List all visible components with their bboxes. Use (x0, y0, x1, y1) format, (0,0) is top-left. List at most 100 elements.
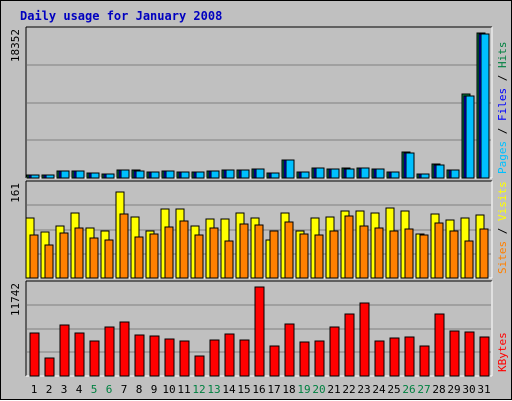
day-label-13: 13 (207, 383, 220, 396)
y-max-label-hits: 18352 (9, 29, 22, 62)
bar-kbytes-day-15 (239, 339, 250, 377)
bar-kbytes-day-6 (104, 326, 115, 377)
bar-pages-day-8 (135, 170, 145, 179)
bar-pages-day-10 (165, 170, 175, 179)
day-label-22: 22 (342, 383, 355, 396)
bar-kbytes-day-24 (374, 340, 385, 377)
bar-sites-day-31 (479, 228, 489, 279)
bar-sites-day-12 (194, 234, 204, 279)
day-label-30: 30 (462, 383, 475, 396)
day-label-4: 4 (76, 383, 83, 396)
bar-pages-day-9 (150, 171, 160, 179)
bar-kbytes-day-14 (224, 333, 235, 377)
chart-panels: 18352 Pages / Files / Hits 161 Sites / Visi… (9, 26, 509, 377)
bar-kbytes-day-16 (254, 286, 265, 377)
bar-sites-day-25 (389, 230, 399, 279)
day-label-1: 1 (31, 383, 38, 396)
bar-sites-day-7 (119, 213, 129, 279)
y-max-label-kbytes: 11742 (9, 283, 22, 316)
bar-kbytes-day-27 (419, 345, 430, 377)
bar-pages-day-7 (120, 169, 130, 179)
day-label-11: 11 (177, 383, 190, 396)
bar-kbytes-day-9 (149, 335, 160, 377)
day-label-31: 31 (477, 383, 490, 396)
bar-sites-day-18 (284, 221, 294, 279)
bar-sites-day-22 (344, 215, 354, 279)
day-label-25: 25 (387, 383, 400, 396)
bar-pages-day-12 (195, 171, 205, 179)
bar-sites-day-28 (434, 222, 444, 279)
bar-kbytes-day-18 (284, 323, 295, 377)
panel-kbytes: 11742 KBytes (9, 280, 509, 377)
bar-kbytes-day-5 (89, 340, 100, 377)
bar-sites-day-3 (59, 232, 69, 279)
bar-sites-day-13 (209, 227, 219, 279)
day-label-17: 17 (267, 383, 280, 396)
bar-sites-day-21 (329, 230, 339, 279)
day-label-29: 29 (447, 383, 460, 396)
day-label-14: 14 (222, 383, 236, 396)
bar-pages-day-13 (210, 170, 220, 179)
bar-kbytes-day-4 (74, 332, 85, 377)
legend-item: / (496, 121, 509, 141)
bar-sites-day-2 (44, 244, 54, 279)
bar-sites-day-9 (149, 233, 159, 279)
bar-kbytes-day-28 (434, 313, 445, 377)
day-label-21: 21 (327, 383, 340, 396)
bar-pages-day-16 (255, 168, 265, 179)
bar-sites-day-1 (29, 234, 39, 279)
bar-pages-day-21 (330, 168, 340, 179)
bar-sites-day-26 (404, 228, 414, 279)
bar-kbytes-day-23 (359, 302, 370, 377)
bar-pages-day-30 (465, 95, 475, 179)
legend-hits: Pages / Files / Hits (496, 42, 509, 175)
chart-title: Daily usage for January 2008 (20, 9, 222, 23)
legend-item: Visits (496, 181, 509, 221)
bar-sites-day-10 (164, 226, 174, 279)
bar-sites-day-14 (224, 240, 234, 279)
bar-sites-day-29 (449, 230, 459, 279)
bar-kbytes-day-26 (404, 336, 415, 377)
bar-kbytes-day-30 (464, 331, 475, 377)
bar-pages-day-2 (45, 174, 55, 179)
panel-sites: 161 Sites / Visits (9, 180, 509, 279)
day-label-28: 28 (432, 383, 445, 396)
day-label-19: 19 (297, 383, 310, 396)
bar-sites-day-6 (104, 239, 114, 279)
bar-pages-day-3 (60, 170, 70, 179)
bar-pages-day-29 (450, 169, 460, 179)
bar-sites-day-17 (269, 230, 279, 279)
bar-sites-day-24 (374, 227, 384, 279)
day-label-10: 10 (162, 383, 175, 396)
bar-pages-day-26 (405, 152, 415, 179)
bar-kbytes-day-7 (119, 321, 130, 377)
bar-kbytes-day-29 (449, 330, 460, 377)
bar-pages-day-20 (315, 167, 325, 179)
bar-kbytes-day-17 (269, 345, 280, 377)
bar-pages-day-11 (180, 171, 190, 179)
bar-pages-day-25 (390, 171, 400, 179)
day-label-7: 7 (121, 383, 128, 396)
bar-sites-day-5 (89, 237, 99, 279)
day-label-24: 24 (372, 383, 386, 396)
bar-sites-day-27 (419, 234, 429, 279)
bar-kbytes-day-8 (134, 334, 145, 377)
bar-pages-day-15 (240, 169, 250, 179)
bar-pages-day-27 (420, 173, 430, 179)
legend-item: KBytes (496, 332, 509, 372)
bar-sites-day-8 (134, 236, 144, 279)
bar-kbytes-day-20 (314, 340, 325, 377)
bar-sites-day-20 (314, 234, 324, 279)
legend-item: Files (496, 88, 509, 121)
day-label-26: 26 (402, 383, 415, 396)
day-label-6: 6 (106, 383, 113, 396)
legend-kbytes: KBytes (496, 332, 509, 372)
bar-kbytes-day-25 (389, 337, 400, 377)
day-label-5: 5 (91, 383, 98, 396)
legend-item: / (496, 68, 509, 88)
bar-pages-day-4 (75, 170, 85, 179)
bar-kbytes-day-31 (479, 336, 490, 377)
legend-item: Sites (496, 241, 509, 274)
bar-pages-day-5 (90, 172, 100, 179)
